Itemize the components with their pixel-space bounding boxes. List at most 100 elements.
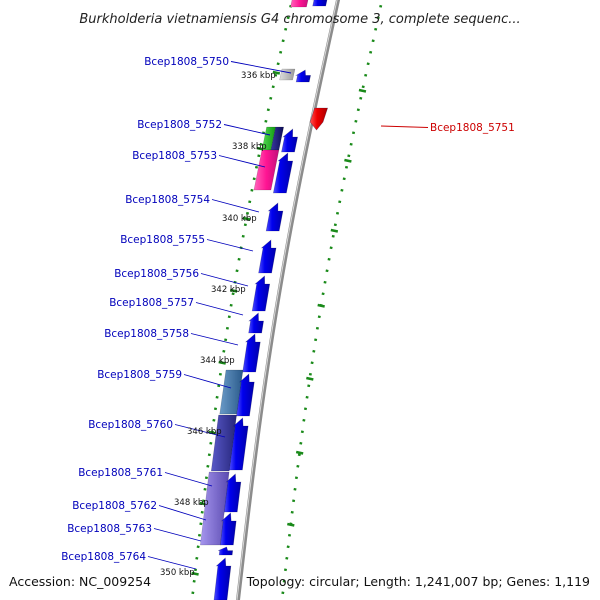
gene-arrow-forward[interactable] (265, 202, 284, 232)
tick-mark-outer (299, 441, 303, 445)
tick-mark-outer (366, 62, 370, 66)
tick-mark-outer (290, 510, 294, 514)
tick-mark-inner (218, 372, 222, 376)
tick-mark-inner (252, 177, 256, 181)
tick-mark-outer (323, 280, 327, 284)
tick-mark-outer (283, 568, 288, 572)
tick-mark-inner (243, 223, 247, 227)
gene-arrow-forward[interactable] (223, 473, 242, 513)
tick-mark-outer (314, 338, 318, 342)
tick-mark-inner (200, 510, 204, 514)
tick-mark-outer (379, 4, 383, 8)
gene-arrow-forward[interactable] (294, 69, 311, 83)
gene-label-bcep1808-5758[interactable]: Bcep1808_5758 (104, 328, 189, 340)
scale-label: 342 kbp (211, 285, 246, 295)
tick-mark-inner (197, 533, 202, 537)
topology-label: Topology: circular; Length: 1,241,007 bp… (246, 574, 590, 589)
tick-mark-outer (340, 188, 344, 192)
tick-mark-outer (305, 395, 309, 399)
gene-arrow-forward[interactable] (251, 275, 271, 312)
tick-mark-inner (241, 234, 245, 238)
gene-arrow-forward[interactable] (236, 373, 255, 417)
gene-label-bcep1808-5755[interactable]: Bcep1808_5755 (120, 234, 205, 246)
gene-label-bcep1808-5763[interactable]: Bcep1808_5763 (67, 523, 152, 535)
tick-mark-outer (287, 533, 292, 537)
gene-label-bcep1808-5762[interactable]: Bcep1808_5762 (72, 500, 157, 512)
tick-mark-inner (284, 27, 288, 31)
gene-label-bcep1808-5760[interactable]: Bcep1808_5760 (88, 419, 173, 431)
tick-mark-outer (344, 165, 349, 169)
tick-mark-inner (250, 188, 254, 192)
tick-mark-outer (294, 476, 298, 480)
tick-mark-outer (281, 591, 285, 595)
gene-arrow-forward[interactable] (213, 557, 232, 600)
tick-mark-inner (279, 50, 283, 54)
tick-mark-outer (349, 142, 353, 146)
gene-leader-line (174, 424, 226, 438)
gene-track (213, 0, 329, 600)
gene-leader-line (164, 472, 213, 487)
tick-mark-inner (235, 269, 239, 273)
tick-mark-outer (300, 430, 304, 434)
tick-mark-inner (217, 384, 221, 388)
gene-leader-line (206, 239, 254, 252)
map-title: Burkholderia vietnamiensis G4 chromosome… (79, 12, 520, 27)
tick-mark-inner (264, 119, 268, 123)
tick-mark-inner (204, 476, 208, 480)
gene-arrow-forward[interactable] (219, 512, 237, 546)
gene-arrow-forward[interactable] (242, 333, 261, 373)
cog-category-block[interactable] (219, 369, 244, 415)
accession-label: Accession: NC_009254 (9, 574, 151, 589)
gene-label-bcep1808-5759[interactable]: Bcep1808_5759 (97, 369, 182, 381)
tick-mark-major (306, 376, 314, 381)
gene-arrow-forward[interactable] (258, 239, 277, 274)
tick-mark-major (295, 450, 304, 455)
scale-label: 340 kbp (222, 214, 257, 224)
scale-label: 344 kbp (200, 356, 235, 366)
gene-label-bcep1808-5753[interactable]: Bcep1808_5753 (132, 150, 217, 162)
gene-arrow-forward[interactable] (281, 128, 298, 153)
gene-label-bcep1808-5757[interactable]: Bcep1808_5757 (109, 297, 194, 309)
tick-mark-outer (325, 269, 329, 273)
cog-category-block[interactable] (210, 414, 237, 472)
gene-label-bcep1808-5752[interactable]: Bcep1808_5752 (137, 119, 222, 131)
gene-label-bcep1808-5751[interactable]: Bcep1808_5751 (430, 122, 515, 134)
tick-mark-major (330, 228, 339, 233)
tick-mark-outer (335, 211, 340, 215)
gene-label-bcep1808-5761[interactable]: Bcep1808_5761 (78, 467, 163, 479)
tick-mark-inner (231, 292, 235, 296)
tick-mark-inner (229, 303, 233, 307)
gene-arrow-reverse[interactable] (309, 107, 329, 131)
tick-mark-inner (257, 154, 261, 158)
gene-label-leader-lines (147, 61, 429, 570)
gene-leader-line (200, 273, 249, 287)
tick-mark-outer (369, 50, 373, 54)
gene-arrow-forward[interactable] (218, 546, 234, 556)
chromosome-backbone (235, 0, 341, 600)
tick-mark-major (344, 158, 352, 163)
tick-mark-outer (286, 545, 290, 549)
tick-mark-inner (199, 522, 203, 526)
tick-mark-inner (259, 142, 263, 146)
gene-arrow-forward[interactable] (229, 417, 249, 471)
cog-category-block[interactable] (279, 68, 296, 81)
tick-mark-outer (351, 131, 356, 135)
gene-label-bcep1808-5750[interactable]: Bcep1808_5750 (144, 56, 229, 68)
tick-mark-outer (297, 453, 301, 457)
cog-category-block[interactable] (290, 0, 309, 8)
gene-label-bcep1808-5756[interactable]: Bcep1808_5756 (114, 268, 199, 280)
tick-mark-outer (285, 556, 289, 560)
gene-leader-line (218, 155, 266, 168)
cog-category-block[interactable] (253, 149, 280, 191)
gene-label-bcep1808-5764[interactable]: Bcep1808_5764 (61, 551, 146, 563)
tick-mark-inner (191, 591, 195, 595)
gene-label-bcep1808-5754[interactable]: Bcep1808_5754 (125, 194, 210, 206)
scale-label: 350 kbp (160, 568, 195, 578)
gene-arrow-forward[interactable] (248, 312, 264, 334)
gene-arrow-forward[interactable] (312, 0, 328, 7)
tick-mark-inner (207, 453, 211, 457)
tick-mark-major (287, 522, 295, 527)
gene-arrow-forward[interactable] (272, 152, 294, 194)
